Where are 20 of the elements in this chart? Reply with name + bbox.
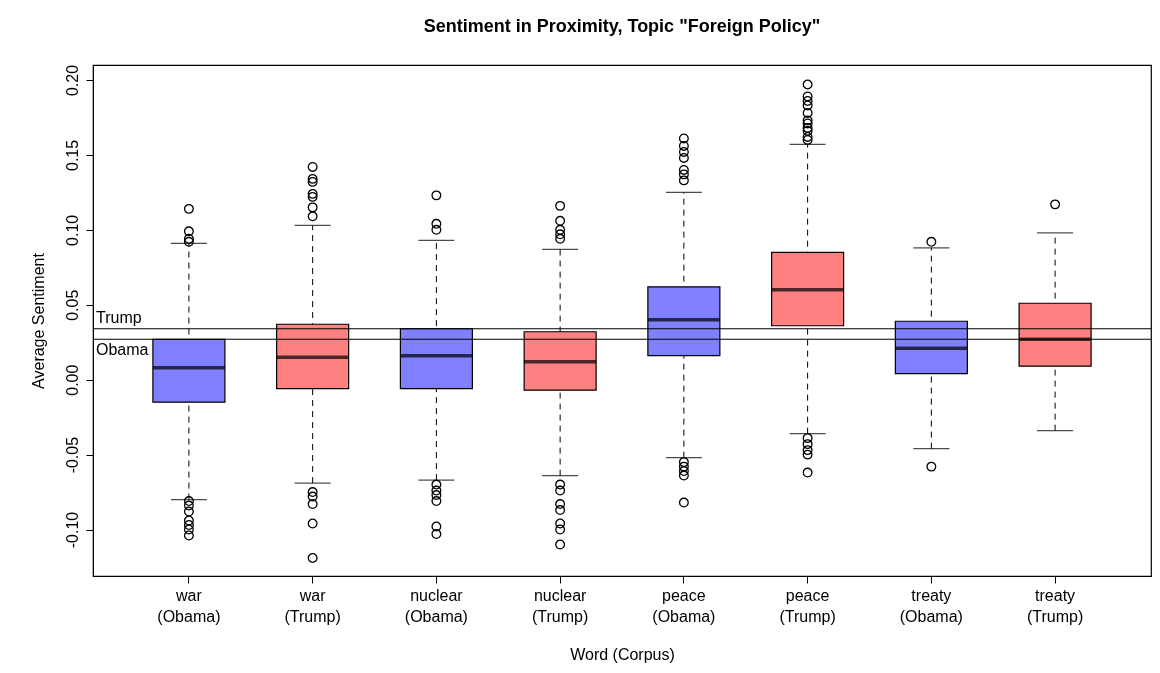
x-tick-label: peace (Trump)	[779, 586, 836, 625]
x-tick-label: peace (Obama)	[652, 586, 716, 625]
x-tick-label: treaty (Obama)	[899, 586, 963, 625]
x-tick-label: war (Obama)	[157, 586, 221, 625]
x-tick-label: nuclear (Trump)	[531, 586, 589, 625]
x-tick-label: war (Trump)	[284, 586, 341, 625]
x-tick-label: nuclear (Obama)	[404, 586, 468, 625]
x-tick-label: treaty (Trump)	[1026, 586, 1084, 625]
y-tick-label: -0.05	[63, 436, 81, 474]
y-tick-label: 0.15	[63, 139, 81, 171]
ref-line-label: Trump	[96, 308, 142, 326]
ref-line-label: Obama	[96, 341, 149, 359]
x-axis-title: Word (Corpus)	[570, 645, 675, 663]
y-tick-label: -0.10	[63, 511, 81, 549]
y-tick-label: 0.05	[63, 289, 81, 321]
chart-title: Sentiment in Proximity, Topic "Foreign Policy"	[423, 16, 821, 37]
y-tick-label: 0.20	[63, 64, 81, 97]
y-tick-label: 0.10	[63, 214, 81, 246]
y-tick-label: 0.00	[63, 364, 81, 396]
y-axis-title: Average Sentiment	[29, 252, 47, 389]
